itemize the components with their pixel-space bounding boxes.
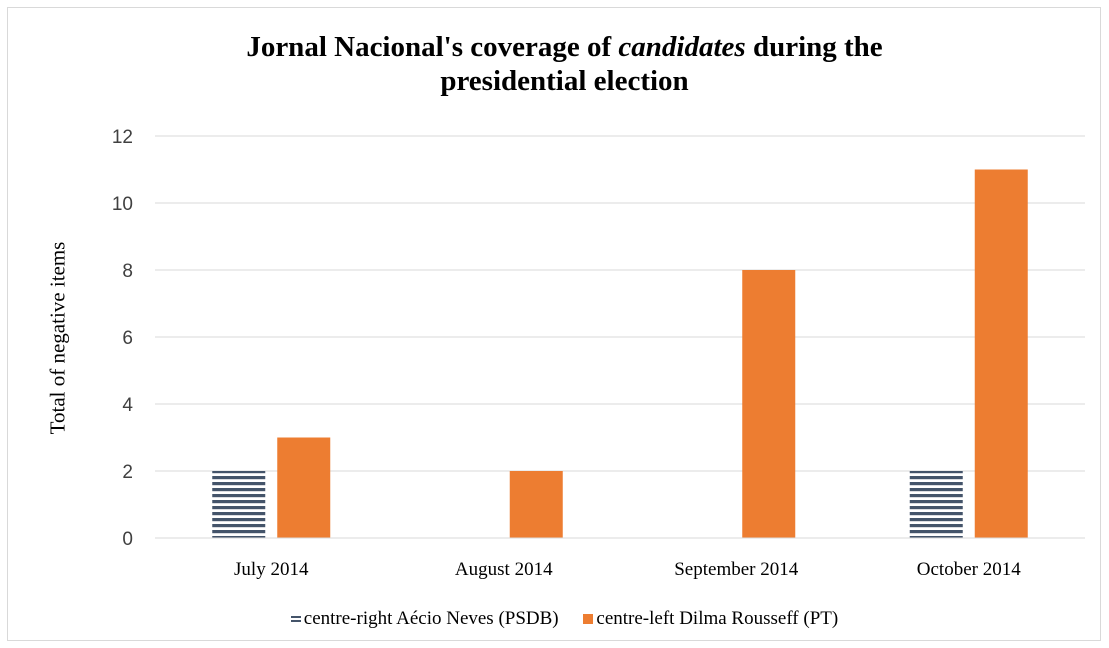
y-tick-label: 6 bbox=[122, 328, 133, 349]
legend-swatch-aecio bbox=[290, 614, 301, 624]
x-tick-label: August 2014 bbox=[455, 559, 553, 580]
y-tick-label: 0 bbox=[122, 529, 133, 550]
x-tick-label: July 2014 bbox=[234, 559, 309, 580]
chart-title-part-1: Jornal Nacional's coverage of bbox=[246, 31, 619, 63]
bar-aecio bbox=[212, 471, 266, 538]
y-tick-label: 2 bbox=[122, 462, 133, 483]
bar-aecio bbox=[909, 471, 963, 538]
legend-swatch-dilma bbox=[583, 614, 594, 624]
bar-dilma bbox=[509, 471, 563, 538]
legend-item-aecio: centre-right Aécio Neves (PSDB) bbox=[290, 608, 559, 630]
y-tick-label: 8 bbox=[122, 261, 133, 282]
y-tick-label: 10 bbox=[112, 194, 133, 215]
chart-title-line-2: presidential election bbox=[440, 65, 689, 97]
x-tick-label: October 2014 bbox=[917, 559, 1021, 580]
x-tick-label: September 2014 bbox=[674, 559, 799, 580]
legend-label-dilma: centre-left Dilma Rousseff (PT) bbox=[596, 608, 839, 629]
y-tick-labels: 0 2 4 6 8 10 12 bbox=[112, 127, 134, 550]
x-tick-labels: July 2014 August 2014 September 2014 Octobe… bbox=[234, 559, 1021, 580]
bars bbox=[155, 169, 1085, 539]
chart-title: Jornal Nacional's coverage of candidates… bbox=[0, 30, 1109, 98]
bar-dilma bbox=[742, 270, 796, 538]
bar-dilma bbox=[974, 169, 1028, 538]
chart-title-part-2: candidates bbox=[618, 31, 746, 63]
legend-item-dilma: centre-left Dilma Rousseff (PT) bbox=[583, 608, 838, 630]
legend-label-aecio: centre-right Aécio Neves (PSDB) bbox=[303, 608, 559, 629]
chart-title-part-3: during the bbox=[745, 31, 883, 63]
y-tick-label: 4 bbox=[122, 395, 133, 416]
y-tick-label: 12 bbox=[112, 127, 133, 148]
chart-title-line-1: Jornal Nacional's coverage of candidates… bbox=[0, 30, 1109, 64]
bar-dilma bbox=[277, 437, 331, 538]
legend: centre-right Aécio Neves (PSDB) centre-l… bbox=[0, 608, 1109, 630]
